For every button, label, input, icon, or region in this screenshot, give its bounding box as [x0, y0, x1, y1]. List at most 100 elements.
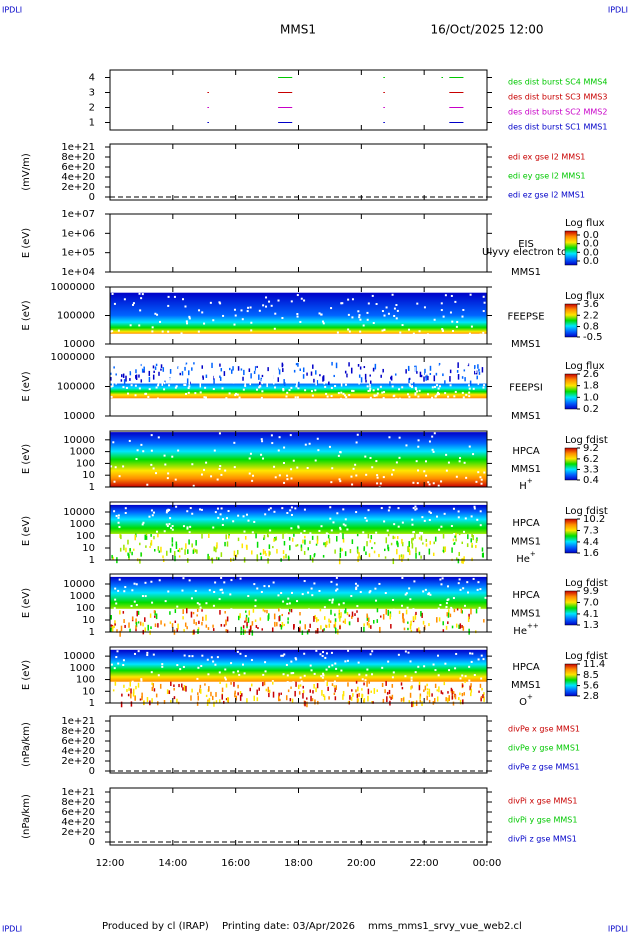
spectrogram-speck	[262, 682, 264, 687]
spectrogram-speck	[350, 367, 353, 374]
spectrogram-speck	[216, 507, 219, 510]
spectrogram-speck	[298, 628, 301, 633]
spectrogram-speck	[411, 538, 413, 544]
spectrogram-speck	[267, 585, 270, 588]
spectrogram-speck	[445, 697, 447, 702]
spectrogram-speck	[293, 533, 295, 537]
spectrogram-speck	[214, 581, 217, 584]
spectrogram-speck	[331, 598, 334, 601]
legend-entry: edi ez gse l2 MMS1	[508, 191, 585, 200]
spectrogram-speck	[290, 386, 293, 389]
spectrogram-speck	[252, 474, 255, 477]
y-tick-label: 3	[89, 88, 95, 99]
spectrogram-speck	[182, 525, 185, 528]
spectrogram-speck	[325, 652, 328, 655]
spectrogram-speck	[247, 617, 250, 623]
spectrogram-speck	[230, 608, 233, 611]
spectrogram-speck	[455, 475, 458, 478]
spectrogram-speck	[178, 366, 180, 373]
y-tick-label: 1000	[70, 591, 95, 602]
spectrogram-speck	[457, 558, 460, 564]
colorbar-title: Log flux	[565, 361, 605, 372]
spectrogram-speck	[457, 582, 460, 585]
spectrogram-speck	[290, 660, 293, 663]
spectrogram-speck	[205, 374, 208, 378]
spectrogram-speck	[114, 681, 117, 686]
spectrogram-speck	[398, 397, 401, 400]
spectrogram-speck	[384, 556, 387, 559]
spectrogram-speck	[352, 389, 355, 392]
spectrogram-speck	[150, 449, 153, 452]
spectrogram-speck	[123, 544, 125, 551]
spectrogram-speck	[468, 384, 471, 387]
spectrogram-speck	[366, 615, 369, 621]
spectrogram-speck	[331, 601, 334, 604]
spectrogram-speck	[456, 608, 459, 611]
spectrogram-speck	[381, 682, 384, 687]
spectrogram-speck	[478, 368, 480, 372]
y-tick-label: 1e+05	[61, 248, 95, 259]
spectrogram-speck	[293, 369, 296, 373]
spectrogram-speck	[182, 609, 184, 614]
legend-entry: divPi y gse MMS1	[508, 816, 577, 825]
spectrogram-speck	[121, 374, 123, 378]
spectrogram-speck	[249, 452, 252, 455]
spectrogram-speck	[193, 362, 195, 365]
spectrogram-speck	[440, 690, 443, 694]
spectrogram-speck	[427, 375, 429, 381]
spectrogram-speck	[274, 476, 277, 479]
spectrogram-speck	[220, 623, 223, 627]
spectrogram-speck	[214, 663, 217, 666]
spectrogram-speck	[483, 696, 485, 702]
spectrogram-speck	[150, 534, 152, 537]
spectrogram-speck	[369, 381, 371, 388]
spectrogram-speck	[204, 386, 207, 389]
spectrogram-speck	[278, 436, 281, 439]
spectrogram-speck	[196, 614, 198, 617]
spectrogram-speck	[187, 549, 189, 554]
spectrogram-speck	[468, 332, 471, 335]
spectrogram-speck	[306, 466, 309, 469]
spectrogram-speck	[188, 539, 190, 545]
spectrogram-speck	[447, 697, 449, 704]
spectrogram-speck	[398, 554, 401, 560]
spectrogram-speck	[218, 432, 221, 435]
spectrogram-speck	[333, 680, 336, 683]
spectrogram-speck	[171, 528, 174, 531]
spectrogram-speck	[452, 507, 455, 510]
spectrogram-speck	[144, 581, 147, 584]
spectrogram-speck	[179, 372, 181, 376]
spectrogram-speck	[381, 391, 384, 394]
spectrogram-speck	[183, 685, 186, 691]
spectrogram-speck	[396, 540, 399, 546]
spectrogram-speck	[323, 628, 325, 631]
spectrogram-speck	[449, 369, 452, 374]
spectrogram-speck	[385, 680, 387, 686]
spectrogram-speck	[309, 689, 312, 693]
spectrogram-speck	[323, 606, 326, 609]
spectrogram-speck	[201, 621, 203, 626]
spectrogram-speck	[369, 456, 372, 459]
spectrogram-speck	[366, 541, 368, 547]
spectrogram-speck	[450, 690, 453, 693]
spectrogram-speck	[139, 698, 142, 701]
spectrogram-speck	[142, 364, 144, 370]
spectrogram-speck	[459, 457, 462, 460]
spectrogram-speck	[271, 442, 274, 445]
spectrogram-speck	[265, 305, 268, 308]
spectrogram-speck	[423, 306, 426, 309]
spectrogram-speck	[362, 324, 365, 327]
spectrogram-speck	[481, 687, 483, 691]
spectrogram-speck	[457, 516, 460, 519]
spectrogram-speck	[414, 392, 417, 395]
spectrogram-speck	[128, 687, 130, 691]
spectrogram-speck	[310, 695, 312, 702]
spectrogram-speck	[439, 578, 442, 581]
spectrogram-speck	[212, 660, 215, 663]
spectrogram-speck	[418, 684, 421, 691]
spectrogram-speck	[476, 379, 479, 383]
panel-label: MMS1	[511, 536, 541, 547]
spectrogram-speck	[364, 455, 367, 458]
colorbar-tick-label: -0.5	[583, 332, 603, 343]
spectrogram-speck	[444, 380, 446, 384]
